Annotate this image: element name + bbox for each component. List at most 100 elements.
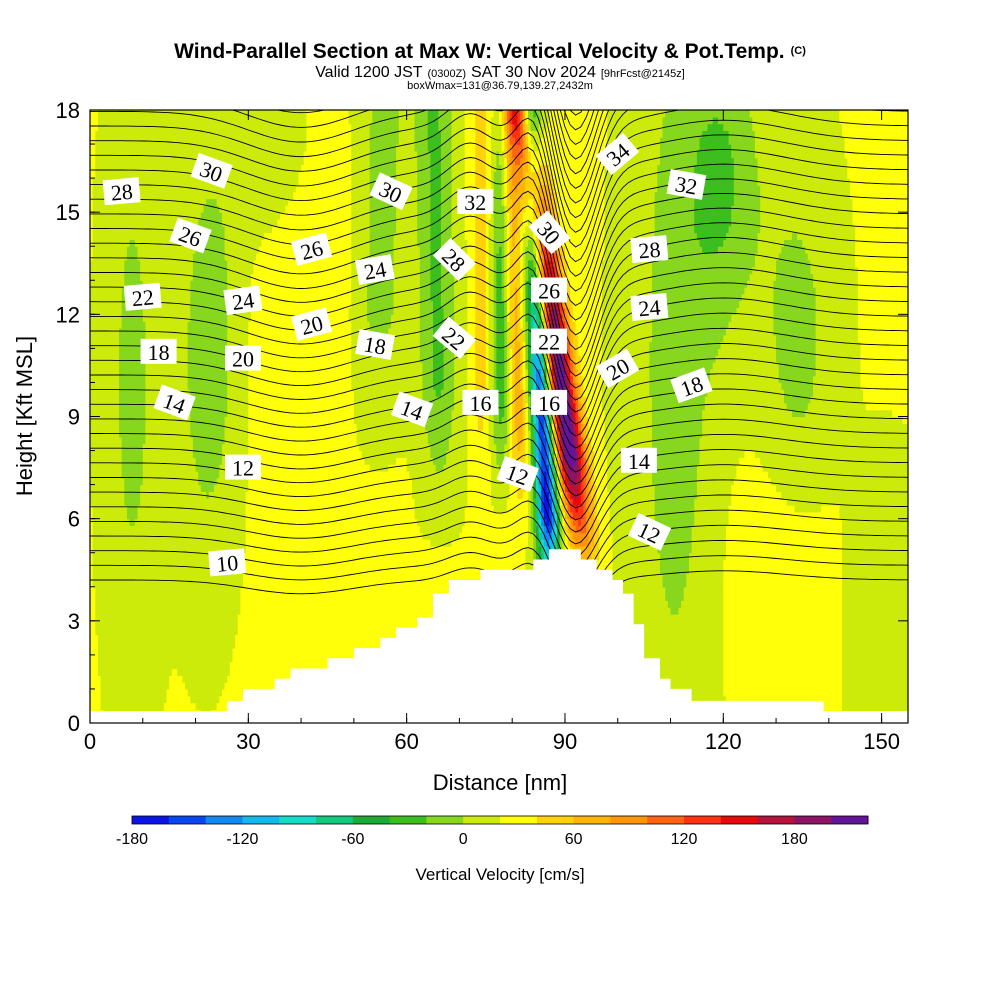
field-cell [134,246,139,254]
field-cell [105,559,110,567]
field-cell [148,396,152,404]
field-cell [111,457,115,465]
field-cell [124,157,128,166]
field-cell [95,253,99,261]
field-cell [129,232,133,241]
field-cell [108,246,112,254]
field-cell [153,423,157,431]
field-cell [105,287,110,295]
field-cell [153,321,157,329]
field-cell [155,198,160,206]
field-cell [145,157,149,166]
field-cell [142,123,147,132]
field-cell [129,144,133,152]
field-cell [90,566,94,574]
field-cell [124,416,128,424]
field-cell [121,627,125,636]
field-cell [158,484,162,493]
field-cell [100,559,104,567]
field-cell [145,116,149,125]
field-cell [90,300,94,309]
field-cell [158,110,162,118]
field-cell [95,184,99,193]
field-cell [116,443,120,452]
field-cell [111,484,115,493]
field-cell [145,552,149,561]
field-cell [116,327,120,336]
field-cell [116,150,120,159]
field-cell [150,362,154,370]
field-cell [129,259,133,268]
field-cell [150,593,154,601]
field-cell [134,307,139,315]
field-cell [158,130,162,138]
field-cell [132,205,136,213]
field-cell [103,566,107,574]
field-cell [126,668,131,676]
field-cell [92,110,96,118]
field-cell [97,307,102,315]
field-cell [100,150,104,159]
field-cell [90,525,94,533]
field-cell [142,116,147,125]
field-cell [155,525,160,533]
field-cell [153,450,157,458]
field-cell [148,164,152,172]
field-cell [119,273,123,281]
field-cell [108,573,112,581]
field-cell [90,491,94,499]
field-cell [121,539,125,547]
field-cell [145,205,149,213]
field-cell [108,375,112,384]
field-cell [137,702,141,710]
field-cell [105,470,110,479]
field-cell [92,457,96,465]
field-cell [148,273,152,281]
field-cell [142,505,147,513]
field-cell [137,382,141,390]
field-cell [150,171,154,179]
field-cell [103,620,107,629]
field-cell [116,539,120,547]
field-cell [134,511,139,520]
field-cell [150,586,154,595]
field-cell [148,191,152,200]
field-cell [134,280,139,288]
field-cell [100,334,104,343]
field-cell [134,552,139,561]
field-cell [132,573,136,581]
field-cell [100,661,104,670]
field-cell [90,171,94,179]
field-cell [155,552,160,561]
field-cell [140,600,144,608]
field-cell [105,396,110,404]
field-cell [95,273,99,281]
field-cell [129,389,133,397]
field-cell [161,688,165,697]
field-cell [145,259,149,268]
field-cell [132,593,136,601]
field-cell [92,130,96,138]
field-cell [92,225,96,234]
field-cell [155,491,160,499]
field-cell [126,470,131,479]
field-cell [132,675,136,683]
field-cell [155,634,160,642]
field-cell [121,695,125,704]
field-cell [134,157,139,166]
field-cell [140,259,144,268]
field-cell [148,477,152,486]
field-cell [92,559,96,567]
field-cell [134,525,139,533]
field-cell [150,375,154,384]
field-cell [150,607,154,615]
field-cell [92,566,96,574]
field-cell [90,409,94,418]
field-cell [90,484,94,493]
field-cell [108,144,112,152]
field-cell [155,627,160,636]
field-cell [142,559,147,567]
field-cell [121,484,125,493]
field-cell [129,491,133,499]
field-cell [145,505,149,513]
